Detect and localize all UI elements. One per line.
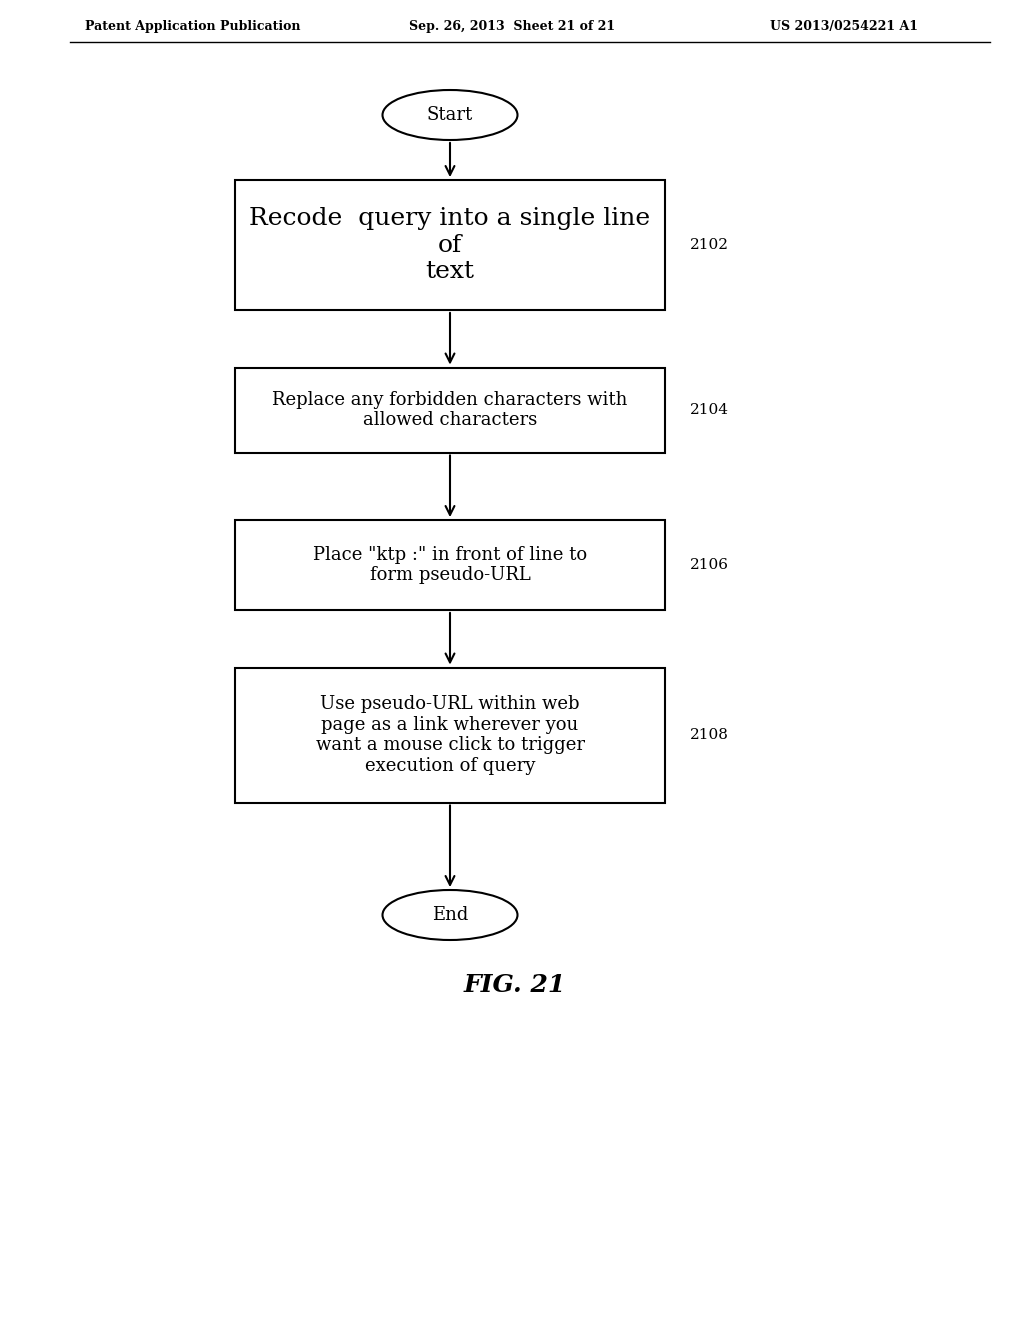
FancyBboxPatch shape: [234, 520, 665, 610]
Text: Start: Start: [427, 106, 473, 124]
Text: Place "ktp :" in front of line to
form pseudo-URL: Place "ktp :" in front of line to form p…: [313, 545, 587, 585]
Text: Recode  query into a single line
of
text: Recode query into a single line of text: [250, 207, 650, 282]
Text: Use pseudo-URL within web
page as a link wherever you
want a mouse click to trig: Use pseudo-URL within web page as a link…: [315, 694, 585, 775]
Text: Replace any forbidden characters with
allowed characters: Replace any forbidden characters with al…: [272, 391, 628, 429]
Text: Patent Application Publication: Patent Application Publication: [85, 20, 300, 33]
FancyBboxPatch shape: [234, 180, 665, 310]
Text: 2104: 2104: [690, 403, 729, 417]
Text: US 2013/0254221 A1: US 2013/0254221 A1: [770, 20, 918, 33]
Text: 2102: 2102: [690, 238, 729, 252]
FancyBboxPatch shape: [234, 668, 665, 803]
Text: 2106: 2106: [690, 558, 729, 572]
Ellipse shape: [383, 890, 517, 940]
Text: FIG. 21: FIG. 21: [464, 973, 566, 997]
Text: Sep. 26, 2013  Sheet 21 of 21: Sep. 26, 2013 Sheet 21 of 21: [409, 20, 615, 33]
Text: End: End: [432, 906, 468, 924]
Text: 2108: 2108: [690, 729, 729, 742]
Ellipse shape: [383, 90, 517, 140]
FancyBboxPatch shape: [234, 367, 665, 453]
